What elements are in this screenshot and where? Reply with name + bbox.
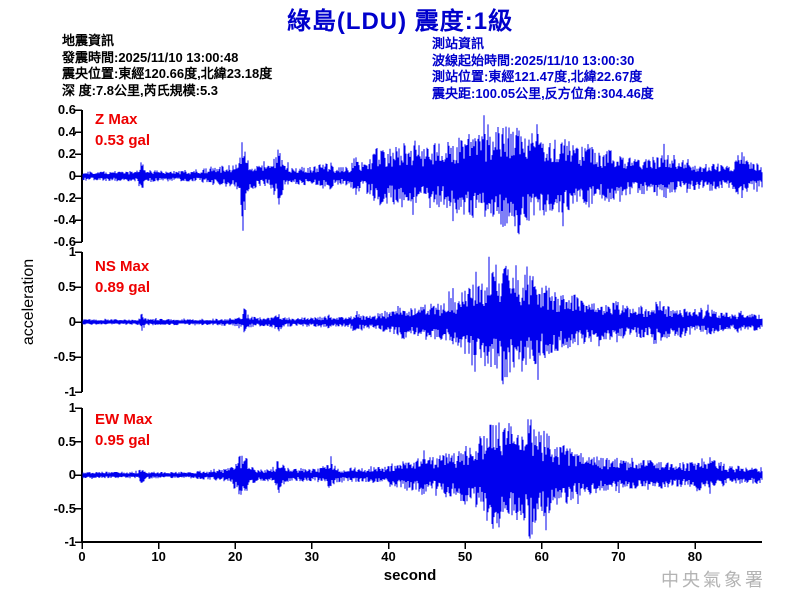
agency-watermark: 中央氣象署 [661,570,766,590]
x-tick-label: 70 [611,549,626,564]
y-tick-label-z: -0.4 [53,212,76,227]
y-tick-label-z: 0 [68,168,76,183]
y-tick-label-ns: -1 [64,384,76,399]
earthquake-info-heading: 地震資訊 [62,33,115,48]
y-tick-label-ns: 1 [68,244,76,259]
station-info-block: 測站資訊 波線起始時間:2025/11/10 13:00:30 測站位置:東經1… [432,36,654,102]
trace-label-ns-max: 0.89 gal [95,279,151,296]
trace-label-ew: EW Max 0.95 gal [95,409,153,451]
trace-label-ew-name: EW Max [95,411,153,428]
y-tick-label-z: 0.6 [57,102,76,117]
x-tick-label: 40 [381,549,396,564]
waveform-z [82,115,763,235]
x-tick-label: 60 [534,549,549,564]
trace-label-z: Z Max 0.53 gal [95,109,150,151]
y-tick-label-z: 0.4 [57,124,76,139]
page-title: 綠島(LDU) 震度:1級 [286,8,514,35]
depth-magnitude-line: 深 度:7.8公里,芮氏規模:5.3 [62,82,219,98]
x-tick-label: 80 [687,549,703,564]
y-tick-label-ew: 0.5 [57,433,76,449]
x-tick-label: 50 [457,549,473,564]
trace-label-z-name: Z Max [95,111,138,128]
origin-time-line: 發震時間:2025/11/10 13:00:48 [62,49,239,65]
trace-label-ns: NS Max 0.89 gal [95,256,150,298]
y-tick-label-ns: 0.5 [57,279,76,294]
x-tick-label: 10 [151,549,166,564]
trace-label-ns-name: NS Max [95,258,150,275]
y-tick-label-ew: -1 [64,534,76,549]
trace-label-ew-max: 0.95 gal [95,432,151,449]
trace-label-z-max: 0.53 gal [95,132,151,149]
y-tick-label-ns: 0 [68,314,76,329]
y-tick-label-z: 0.2 [57,146,76,161]
x-tick-label: 20 [228,549,243,564]
y-tick-label-ew: -0.5 [53,500,76,516]
y-tick-label-z: -0.6 [53,234,76,249]
y-tick-label-ew: 0 [68,467,76,482]
wave-start-time-line: 波線起始時間:2025/11/10 13:00:30 [432,52,635,68]
y-tick-label-ew: 1 [68,400,76,415]
epicenter-location-line: 震央位置:東經120.66度,北緯23.18度 [62,66,273,81]
waveform-ns [82,256,763,385]
epicentral-distance-line: 震央距:100.05公里,反方位角:304.46度 [432,85,654,101]
x-axis-title: second [383,567,437,584]
y-tick-label-z: -0.2 [53,190,76,205]
x-tick-label: 30 [304,549,320,564]
earthquake-info-block: 地震資訊 發震時間:2025/11/10 13:00:48 震央位置:東經120… [62,33,272,99]
station-info-heading: 測站資訊 [432,36,485,51]
y-tick-label-ns: -0.5 [53,349,76,364]
station-location-line: 測站位置:東經121.47度,北緯22.67度 [432,69,643,84]
x-tick-label: 0 [78,549,86,564]
waveform-ew [82,419,763,539]
